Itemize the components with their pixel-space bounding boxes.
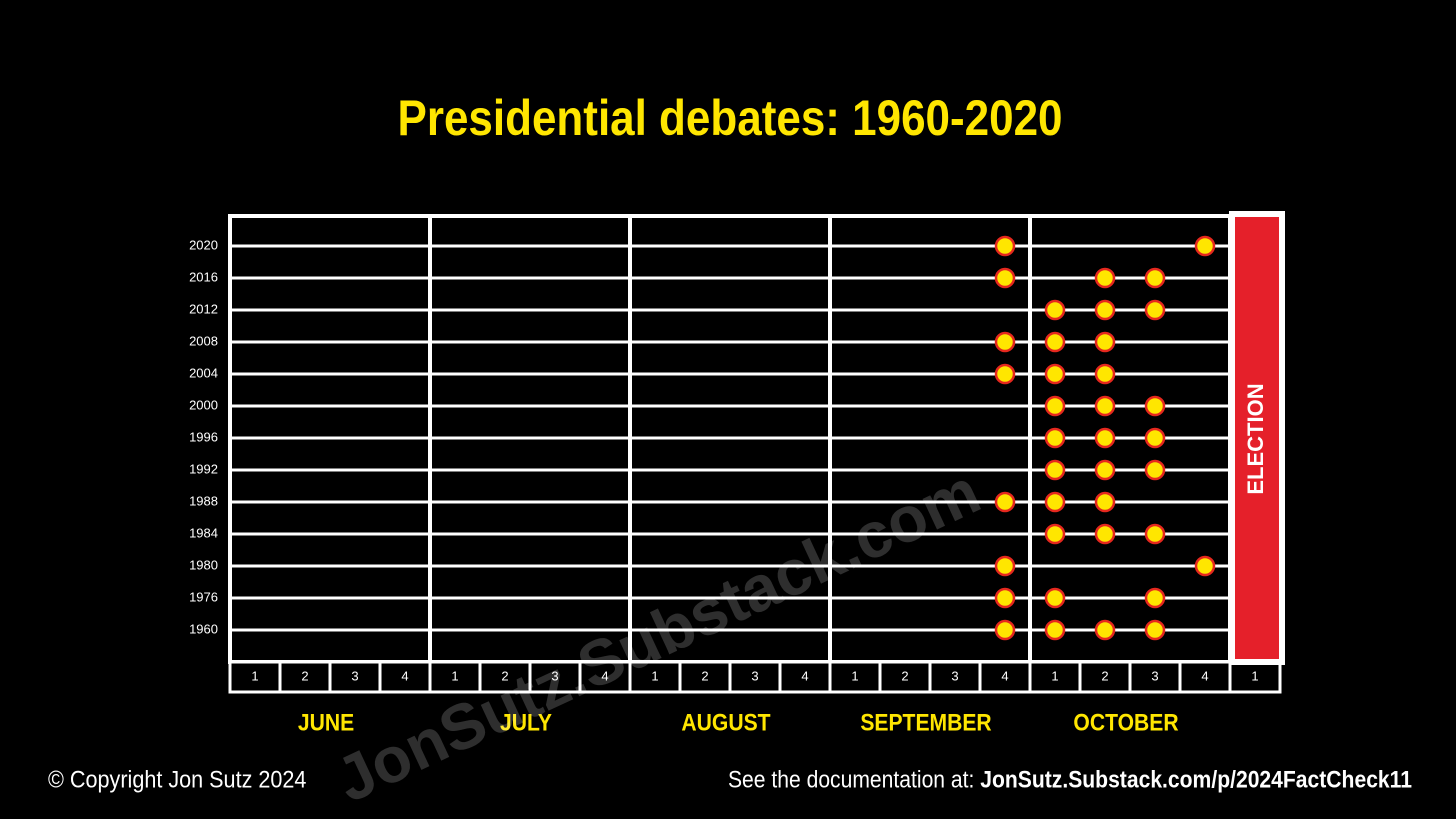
debate-dot — [1144, 267, 1166, 289]
debate-dot — [1044, 299, 1066, 321]
week-label: 1 — [451, 668, 458, 683]
debate-dot — [1044, 587, 1066, 609]
row-label: 2020 — [189, 237, 218, 252]
debate-dot — [994, 491, 1016, 513]
week-label: 3 — [551, 668, 558, 683]
debate-dot — [1094, 619, 1116, 641]
copyright: © Copyright Jon Sutz 2024 — [48, 765, 307, 792]
month-label: OCTOBER — [1073, 709, 1178, 736]
row-label: 1960 — [189, 621, 218, 636]
week-label: 3 — [751, 668, 758, 683]
week-cell — [828, 660, 882, 694]
month-label: JULY — [500, 709, 552, 736]
debate-dot — [994, 331, 1016, 353]
doc-link: JonSutz.Substack.com/p/2024FactCheck11 — [980, 766, 1412, 793]
week-cell — [428, 660, 482, 694]
row-label: 2008 — [189, 333, 218, 348]
row-label: 2000 — [189, 397, 218, 412]
debate-dot — [1044, 331, 1066, 353]
week-cell — [228, 660, 282, 694]
debate-dot — [1094, 427, 1116, 449]
debate-dot — [1094, 395, 1116, 417]
debate-dot — [1044, 427, 1066, 449]
debate-dot — [1094, 331, 1116, 353]
week-label: 2 — [901, 668, 908, 683]
week-cell — [678, 660, 732, 694]
debate-dot — [994, 267, 1016, 289]
debate-dot — [994, 363, 1016, 385]
row-label: 1984 — [189, 525, 218, 540]
debate-dot — [1094, 363, 1116, 385]
debate-dot — [1044, 395, 1066, 417]
debate-dot — [1194, 555, 1216, 577]
week-cell — [778, 660, 832, 694]
debate-dot — [1094, 267, 1116, 289]
week-label: 2 — [501, 668, 508, 683]
week-label: 1 — [1051, 668, 1058, 683]
week-label: 4 — [801, 668, 808, 683]
week-cell — [978, 660, 1032, 694]
week-label: 3 — [351, 668, 358, 683]
debate-dot — [1144, 427, 1166, 449]
debate-dot — [1144, 619, 1166, 641]
debate-dot — [1044, 363, 1066, 385]
week-label: 1 — [251, 668, 258, 683]
debate-dot — [1094, 491, 1116, 513]
chart-title: Presidential debates: 1960-2020 — [398, 90, 1063, 146]
debate-dot — [1044, 619, 1066, 641]
debate-dot — [1044, 523, 1066, 545]
debate-dot — [1144, 395, 1166, 417]
month-label: SEPTEMBER — [860, 709, 991, 736]
debate-dot — [994, 587, 1016, 609]
week-label: 1 — [851, 668, 858, 683]
week-label: 3 — [1151, 668, 1158, 683]
debate-dot — [1144, 459, 1166, 481]
debate-dot — [1144, 523, 1166, 545]
week-label: 3 — [951, 668, 958, 683]
row-label: 1996 — [189, 429, 218, 444]
row-label: 1976 — [189, 589, 218, 604]
doc-prefix: See the documentation at: — [728, 766, 974, 793]
week-cell — [1028, 660, 1082, 694]
row-label: 1992 — [189, 461, 218, 476]
row-label: 2016 — [189, 269, 218, 284]
week-label: 2 — [701, 668, 708, 683]
row-label: 2004 — [189, 365, 218, 380]
debate-dot — [1094, 299, 1116, 321]
election-bar — [1229, 211, 1285, 665]
debate-dot — [1194, 235, 1216, 257]
debate-dot — [1044, 459, 1066, 481]
debate-dot — [1144, 587, 1166, 609]
week-cell — [728, 660, 782, 694]
week-label: 4 — [601, 668, 608, 683]
week-label: 2 — [1101, 668, 1108, 683]
week-label: 2 — [301, 668, 308, 683]
debate-dot — [1044, 491, 1066, 513]
week-cell — [1228, 660, 1282, 694]
week-label: 4 — [1001, 668, 1008, 683]
month-label: AUGUST — [681, 709, 770, 736]
week-label: 4 — [1201, 668, 1208, 683]
row-label: 1988 — [189, 493, 218, 508]
week-label: 1 — [1251, 668, 1258, 683]
week-cell — [278, 660, 332, 694]
month-label: JUNE — [298, 709, 354, 736]
row-label: 1980 — [189, 557, 218, 572]
debate-dot — [994, 555, 1016, 577]
election-label: ELECTION — [1243, 383, 1268, 494]
debate-dot — [994, 235, 1016, 257]
debate-dot — [1094, 459, 1116, 481]
week-label: 1 — [651, 668, 658, 683]
debate-dot — [994, 619, 1016, 641]
debate-dot — [1144, 299, 1166, 321]
week-label: 4 — [401, 668, 408, 683]
row-label: 2012 — [189, 301, 218, 316]
grid: 2020 2016 2012 2008 2004 2000 1996 1992 1988 1984… — [189, 211, 1285, 736]
documentation: See the documentation at: JonSutz.Substa… — [728, 766, 1412, 793]
week-cell — [628, 660, 682, 694]
debate-dot — [1094, 523, 1116, 545]
